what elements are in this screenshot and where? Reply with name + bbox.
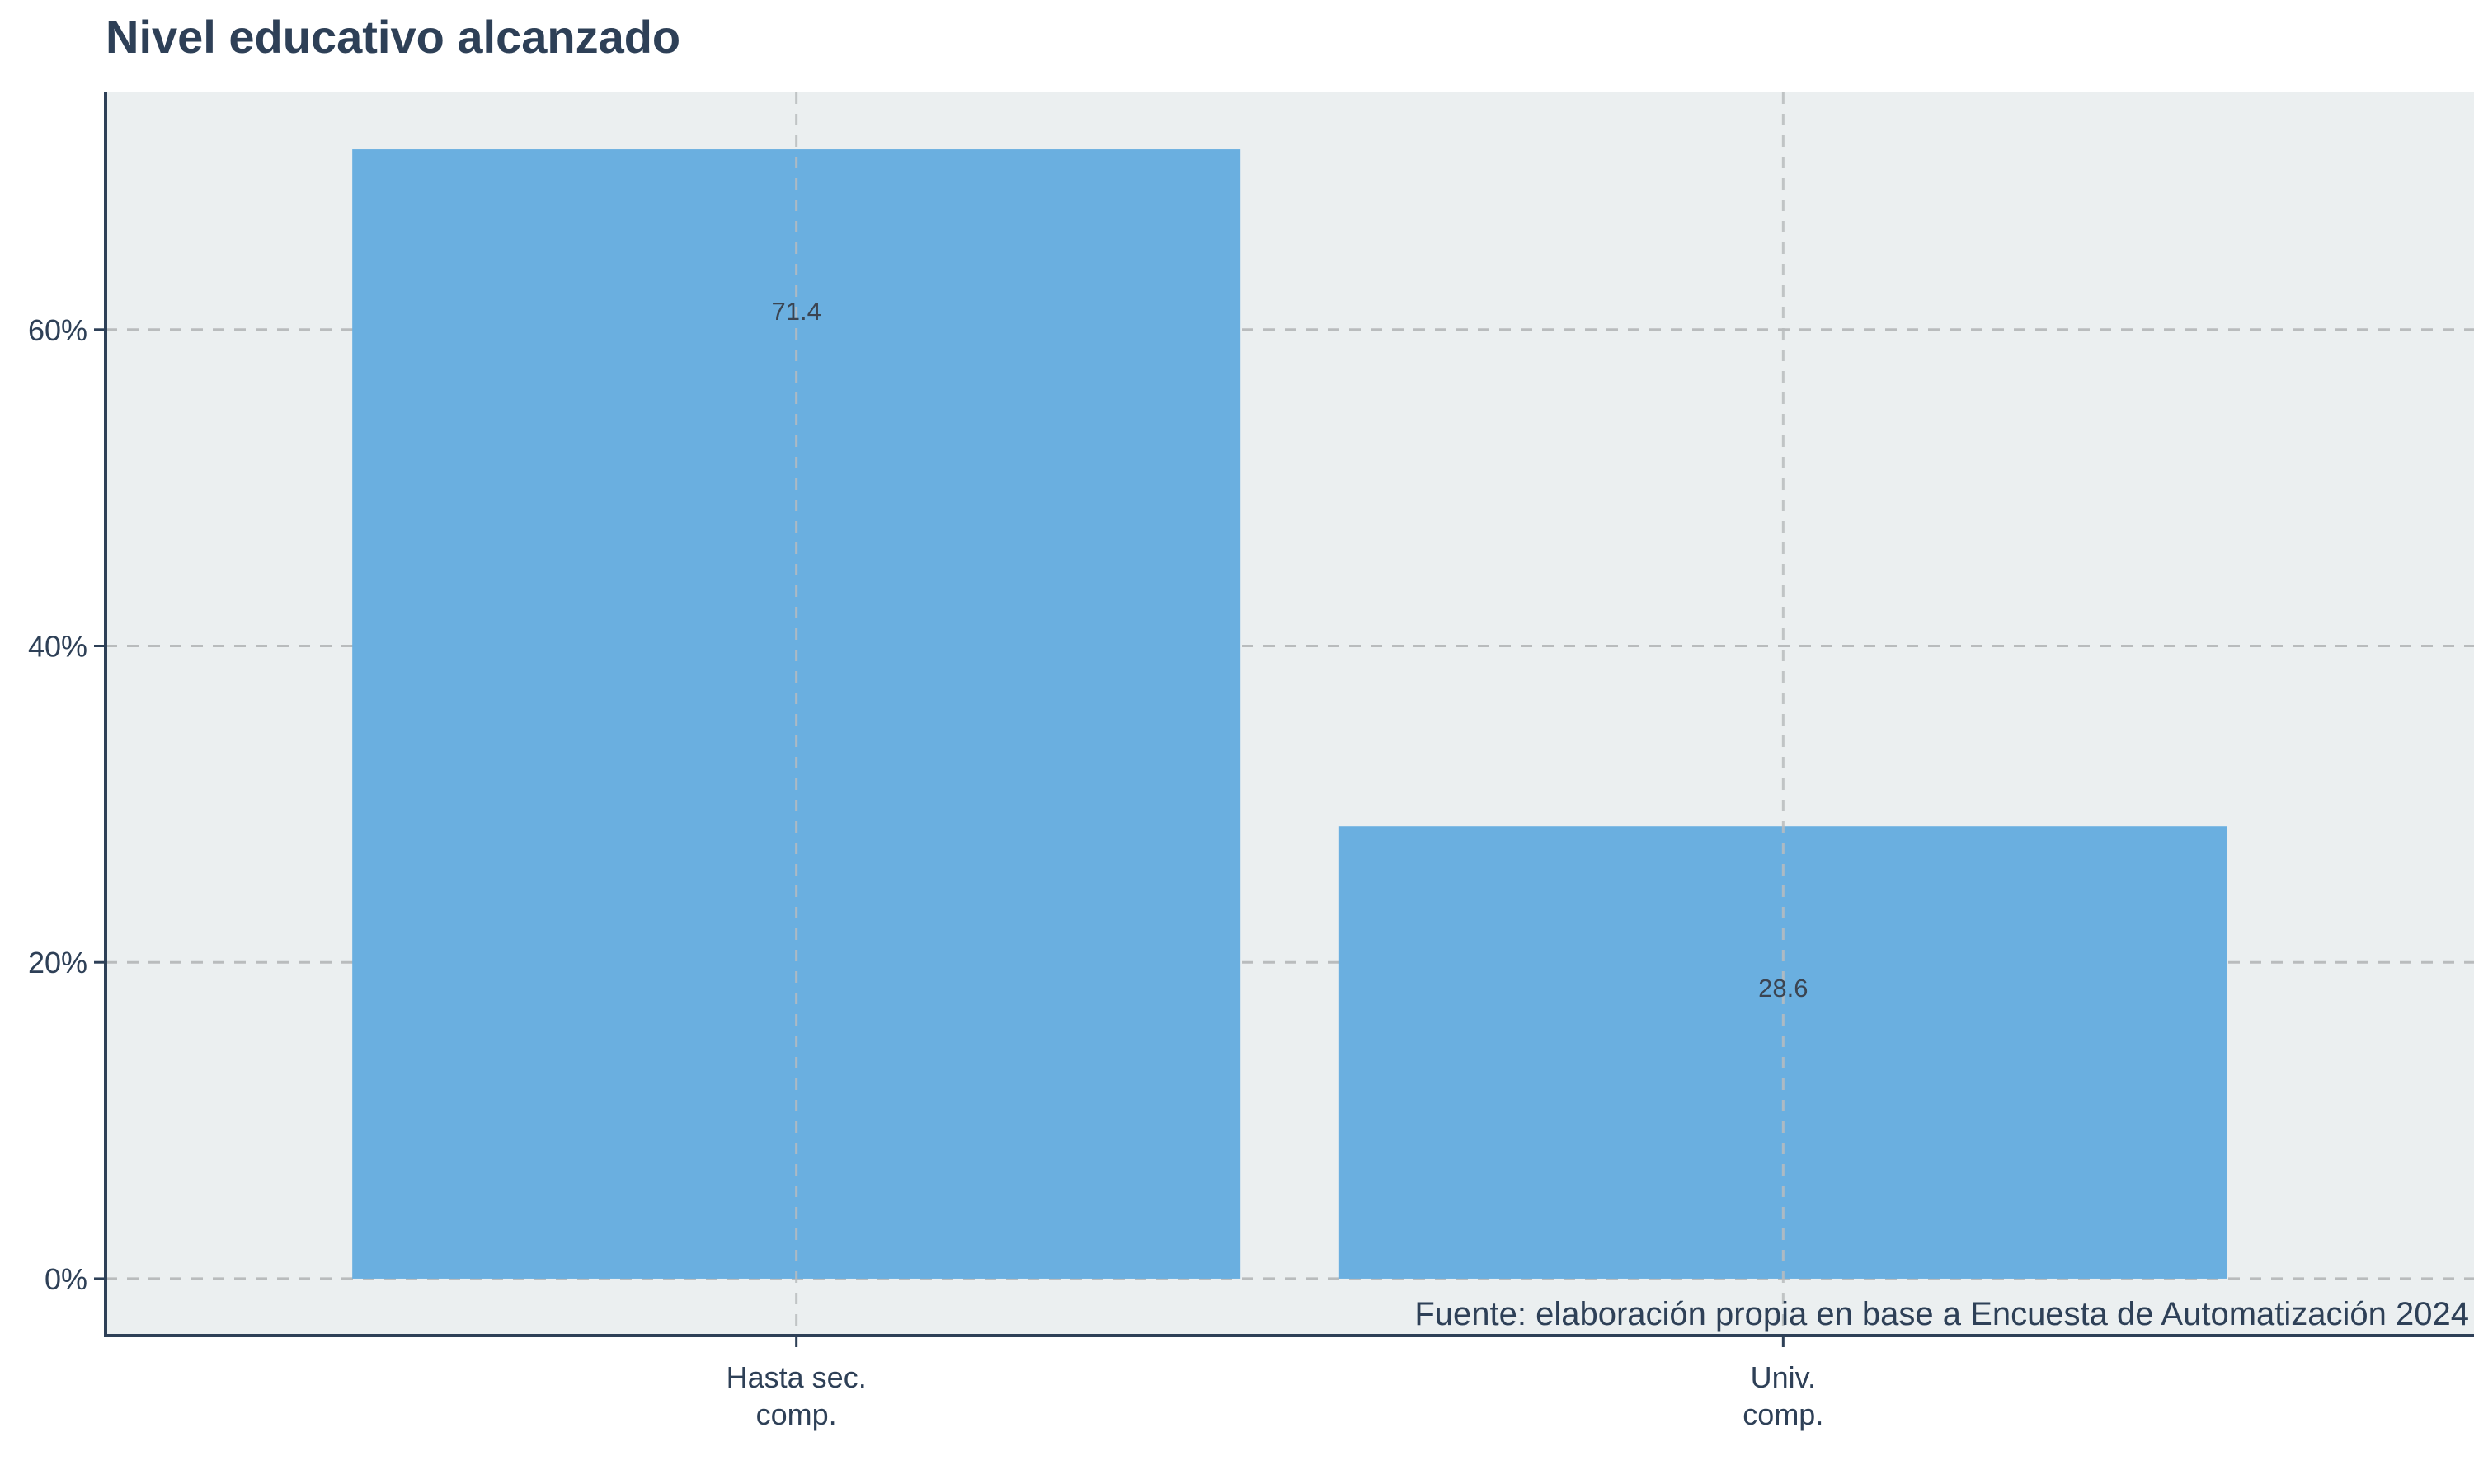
x-tick-label-1: Univ. comp. xyxy=(1743,1360,1823,1431)
y-tick-label-3: 60% xyxy=(28,313,87,347)
data-label-1: 28.6 xyxy=(1758,974,1808,1003)
data-labels: 71.4 28.6 xyxy=(771,297,1808,1003)
vertical-grid-lines xyxy=(795,92,1785,1336)
axes xyxy=(104,92,2474,1337)
x-axis-ticks: Hasta sec. comp. Univ. comp. xyxy=(727,1336,1823,1431)
y-tick-label-2: 40% xyxy=(28,630,87,664)
data-label-0: 71.4 xyxy=(771,297,821,326)
y-axis-ticks: 0% 20% 40% 60% xyxy=(28,313,106,1296)
chart-title: Nivel educativo alcanzado xyxy=(106,11,681,63)
x-tick-label-0: Hasta sec. comp. xyxy=(727,1360,867,1431)
chart-caption: Fuente: elaboración propia en base a Enc… xyxy=(1414,1296,2469,1332)
y-tick-label-0: 0% xyxy=(45,1262,87,1296)
bar-1 xyxy=(1338,826,2227,1279)
y-tick-label-1: 20% xyxy=(28,946,87,979)
